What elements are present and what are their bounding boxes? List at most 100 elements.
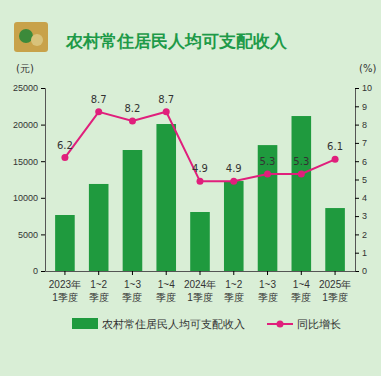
y-tick-label: 5000 bbox=[18, 230, 38, 240]
plot-area bbox=[55, 108, 345, 271]
x-tick-label: 2024年 1季度 bbox=[184, 279, 216, 303]
data-label: 8.7 bbox=[158, 94, 174, 105]
x-tick-label-line: 1~3 bbox=[124, 279, 141, 290]
y2-axis: 012345678910 bbox=[355, 83, 372, 276]
data-label: 4.9 bbox=[192, 163, 208, 174]
icon-part bbox=[31, 34, 43, 46]
bar bbox=[123, 150, 143, 271]
y-tick: 15000 bbox=[13, 157, 45, 167]
bar bbox=[156, 124, 176, 271]
x-tick-label-line: 2024年 bbox=[184, 279, 216, 290]
y2-tick: 2 bbox=[355, 230, 367, 240]
marker bbox=[95, 108, 102, 115]
x-tick-label-line: 季度 bbox=[89, 292, 109, 303]
y2-tick: 10 bbox=[355, 83, 372, 93]
data-labels: 6.28.78.28.74.94.95.35.36.1 bbox=[57, 94, 343, 175]
x-tick-label-line: 季度 bbox=[291, 292, 311, 303]
y2-tick-label: 5 bbox=[362, 175, 367, 185]
x-tick: 2023年 1季度 bbox=[49, 271, 81, 303]
data-label: 4.9 bbox=[226, 163, 242, 174]
legend-marker bbox=[277, 321, 284, 328]
icon-part bbox=[19, 29, 33, 43]
y-tick-label: 0 bbox=[33, 266, 38, 276]
y-tick: 25000 bbox=[13, 83, 45, 93]
x-tick-label-line: 季度 bbox=[156, 292, 176, 303]
line bbox=[65, 112, 335, 182]
y-tick: 10000 bbox=[13, 193, 45, 203]
legend-label: 同比增长 bbox=[297, 318, 341, 331]
x-tick: 1~2季度 bbox=[224, 271, 244, 303]
data-label: 8.2 bbox=[125, 103, 141, 114]
x-tick-label-line: 1季度 bbox=[187, 292, 213, 303]
icon-bg bbox=[14, 22, 48, 52]
y2-tick-label: 3 bbox=[362, 211, 367, 221]
y2-tick-mark bbox=[355, 143, 359, 144]
y-tick-mark bbox=[41, 234, 45, 235]
y-axis-line bbox=[41, 89, 46, 272]
y2-tick-label: 8 bbox=[362, 120, 367, 130]
marker bbox=[197, 178, 204, 185]
x-tick: 2025年1季度 bbox=[319, 271, 351, 303]
marker bbox=[61, 154, 68, 161]
y2-tick: 0 bbox=[355, 266, 367, 276]
x-tick-mark bbox=[267, 271, 268, 275]
bar bbox=[258, 145, 278, 271]
y2-tick-mark bbox=[355, 125, 359, 126]
x-tick-mark bbox=[335, 271, 336, 275]
x-tick: 1~4季度 bbox=[291, 271, 311, 303]
y2-tick-mark bbox=[355, 216, 359, 217]
legend: 农村常住居民人均可支配收入同比增长 bbox=[72, 318, 341, 331]
y2-tick-mark bbox=[355, 88, 359, 89]
y2-axis-label: (%) bbox=[359, 63, 376, 74]
y2-tick-mark bbox=[355, 180, 359, 181]
x-tick-mark bbox=[166, 271, 167, 275]
x-tick-label-line: 1~2 bbox=[90, 279, 107, 290]
y2-tick: 1 bbox=[355, 248, 367, 258]
x-tick-label: 1~2季度 bbox=[224, 279, 244, 303]
y-tick-label: 20000 bbox=[13, 120, 38, 130]
x-tick-mark bbox=[98, 271, 99, 275]
y2-tick-label: 6 bbox=[362, 157, 367, 167]
y2-tick-mark bbox=[355, 161, 359, 162]
x-tick-label-line: 1季度 bbox=[52, 292, 78, 303]
x-tick-label-line: 2023年 bbox=[49, 279, 81, 290]
data-label: 6.2 bbox=[57, 140, 73, 151]
y-axis: 0 5000 10000 15000 20000 25000 bbox=[13, 83, 46, 276]
y2-tick: 6 bbox=[355, 157, 367, 167]
y-tick-mark bbox=[41, 125, 45, 126]
x-axis: 2023年1季度1~2季度1~3季度1~4季度2024年1季度1~2季度1~3季… bbox=[46, 271, 356, 303]
x-tick-mark bbox=[132, 271, 133, 275]
data-label: 5.3 bbox=[293, 156, 309, 167]
marker bbox=[264, 171, 271, 178]
y-axis-label: (元) bbox=[16, 63, 34, 74]
y-tick-mark bbox=[41, 198, 45, 199]
x-tick: 1~3 季度 bbox=[122, 271, 142, 303]
x-tick-label: 2023年 1季度 bbox=[49, 279, 81, 303]
x-tick-mark bbox=[64, 271, 65, 275]
y-tick: 5000 bbox=[18, 230, 45, 240]
data-label: 6.1 bbox=[327, 141, 343, 152]
y2-axis-line bbox=[356, 89, 360, 272]
x-tick-label: 1~3季度 bbox=[258, 279, 278, 303]
y2-tick: 3 bbox=[355, 211, 367, 221]
bar bbox=[55, 215, 75, 271]
y2-tick: 8 bbox=[355, 120, 367, 130]
x-tick-label-line: 季度 bbox=[122, 292, 142, 303]
y2-tick-label: 0 bbox=[362, 266, 367, 276]
x-tick-label: 1~3 季度 bbox=[122, 279, 142, 303]
x-tick-label: 1~4季度 bbox=[291, 279, 311, 303]
y2-tick-mark bbox=[355, 271, 359, 272]
y-tick-label: 25000 bbox=[13, 83, 38, 93]
x-tick-label: 1~2 季度 bbox=[89, 279, 109, 303]
marker bbox=[298, 171, 305, 178]
x-tick-mark bbox=[233, 271, 234, 275]
bar bbox=[325, 208, 345, 271]
y2-tick-label: 2 bbox=[362, 230, 367, 240]
data-label: 5.3 bbox=[260, 156, 276, 167]
y2-tick: 4 bbox=[355, 193, 367, 203]
bar bbox=[89, 184, 109, 271]
x-tick-label-line: 1季度 bbox=[322, 292, 348, 303]
y-tick-label: 15000 bbox=[13, 157, 38, 167]
x-tick: 1~3季度 bbox=[258, 271, 278, 303]
marker bbox=[163, 108, 170, 115]
